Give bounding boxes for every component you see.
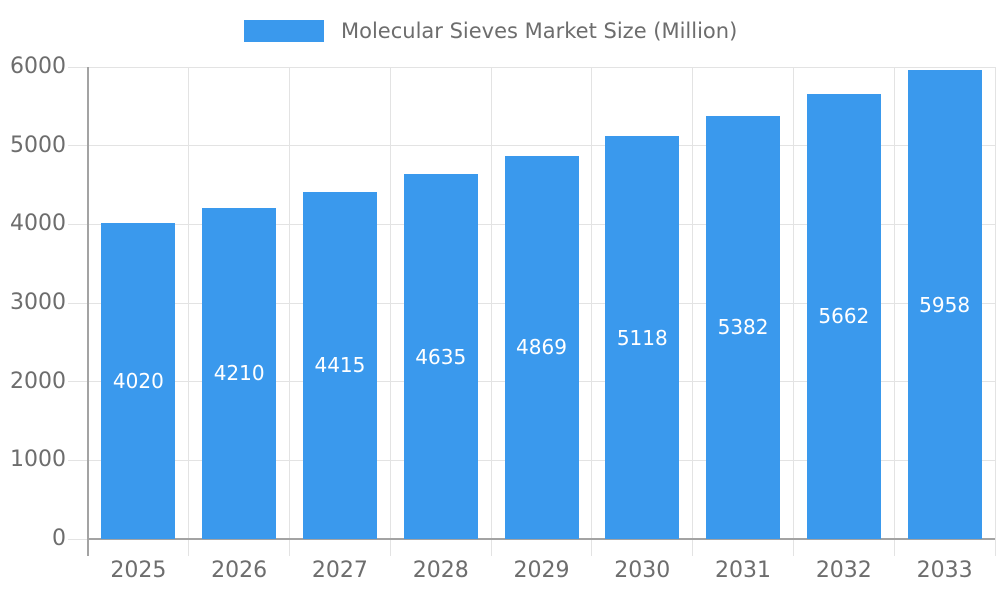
x-axis-tick-label: 2030 <box>614 558 671 583</box>
x-axis-tick <box>692 539 694 556</box>
x-gridline <box>893 67 895 539</box>
bar[interactable] <box>806 93 881 539</box>
x-gridline <box>289 67 291 539</box>
y-gridline <box>88 145 995 147</box>
y-axis-tick <box>68 302 88 304</box>
bar[interactable] <box>706 115 781 539</box>
x-axis-tick <box>792 539 794 556</box>
bar-value-label: 5118 <box>616 325 668 350</box>
bar-value-label: 4635 <box>415 344 467 369</box>
bar[interactable] <box>202 207 277 539</box>
bar[interactable] <box>302 191 377 539</box>
bar-value-label: 4020 <box>112 368 164 393</box>
y-axis-tick-label: 3000 <box>10 290 66 315</box>
legend-label: Molecular Sieves Market Size (Million) <box>341 19 738 43</box>
x-axis-line <box>88 538 995 540</box>
x-gridline <box>591 67 593 539</box>
x-axis-tick <box>389 539 391 556</box>
y-axis-tick <box>68 538 88 540</box>
legend-swatch <box>244 20 324 42</box>
y-axis-tick-label: 6000 <box>10 54 66 79</box>
x-gridline <box>490 67 492 539</box>
x-axis-tick-label: 2033 <box>916 558 973 583</box>
x-axis-tick-label: 2032 <box>815 558 872 583</box>
x-gridline <box>994 67 996 539</box>
x-axis-tick-label: 2026 <box>211 558 268 583</box>
x-axis-tick <box>994 539 996 556</box>
x-axis-tick-label: 2029 <box>513 558 570 583</box>
y-gridline <box>88 66 995 68</box>
y-axis-line <box>87 67 89 556</box>
x-axis-tick <box>893 539 895 556</box>
bar-value-label: 4869 <box>516 335 567 360</box>
x-axis-tick <box>188 539 190 556</box>
x-gridline <box>188 67 190 539</box>
y-axis-tick-label: 1000 <box>10 447 66 473</box>
x-axis-tick-label: 2031 <box>715 558 772 583</box>
y-axis-tick <box>68 381 88 383</box>
x-axis-tick-label: 2028 <box>412 558 469 583</box>
bar-value-label: 4415 <box>314 353 366 378</box>
x-gridline <box>792 67 794 539</box>
y-axis-tick <box>68 145 88 147</box>
x-axis-tick <box>591 539 593 556</box>
bar-value-label: 4210 <box>213 361 265 386</box>
bar-value-label: 5382 <box>717 315 769 340</box>
bar-value-label: 5958 <box>919 292 971 317</box>
y-axis-tick-label: 0 <box>52 526 66 551</box>
y-axis-tick <box>68 66 88 68</box>
x-axis-tick <box>490 539 492 556</box>
bar[interactable] <box>605 136 680 539</box>
y-axis-tick-label: 5000 <box>10 132 66 158</box>
x-axis-tick-label: 2025 <box>110 558 167 583</box>
bar[interactable] <box>504 155 579 539</box>
bar-value-label: 5662 <box>818 304 870 329</box>
bar[interactable] <box>101 222 176 539</box>
y-axis-tick-label: 2000 <box>10 368 66 394</box>
bar[interactable] <box>907 70 982 539</box>
y-axis-tick-label: 4000 <box>10 211 66 237</box>
x-gridline <box>692 67 694 539</box>
legend-item[interactable]: Molecular Sieves Market Size (Million) <box>244 17 737 45</box>
y-axis-tick <box>68 459 88 461</box>
x-axis-tick <box>289 539 291 556</box>
y-axis-tick <box>68 223 88 225</box>
x-gridline <box>389 67 391 539</box>
bar[interactable] <box>403 174 478 539</box>
x-axis-tick-label: 2027 <box>311 558 368 583</box>
